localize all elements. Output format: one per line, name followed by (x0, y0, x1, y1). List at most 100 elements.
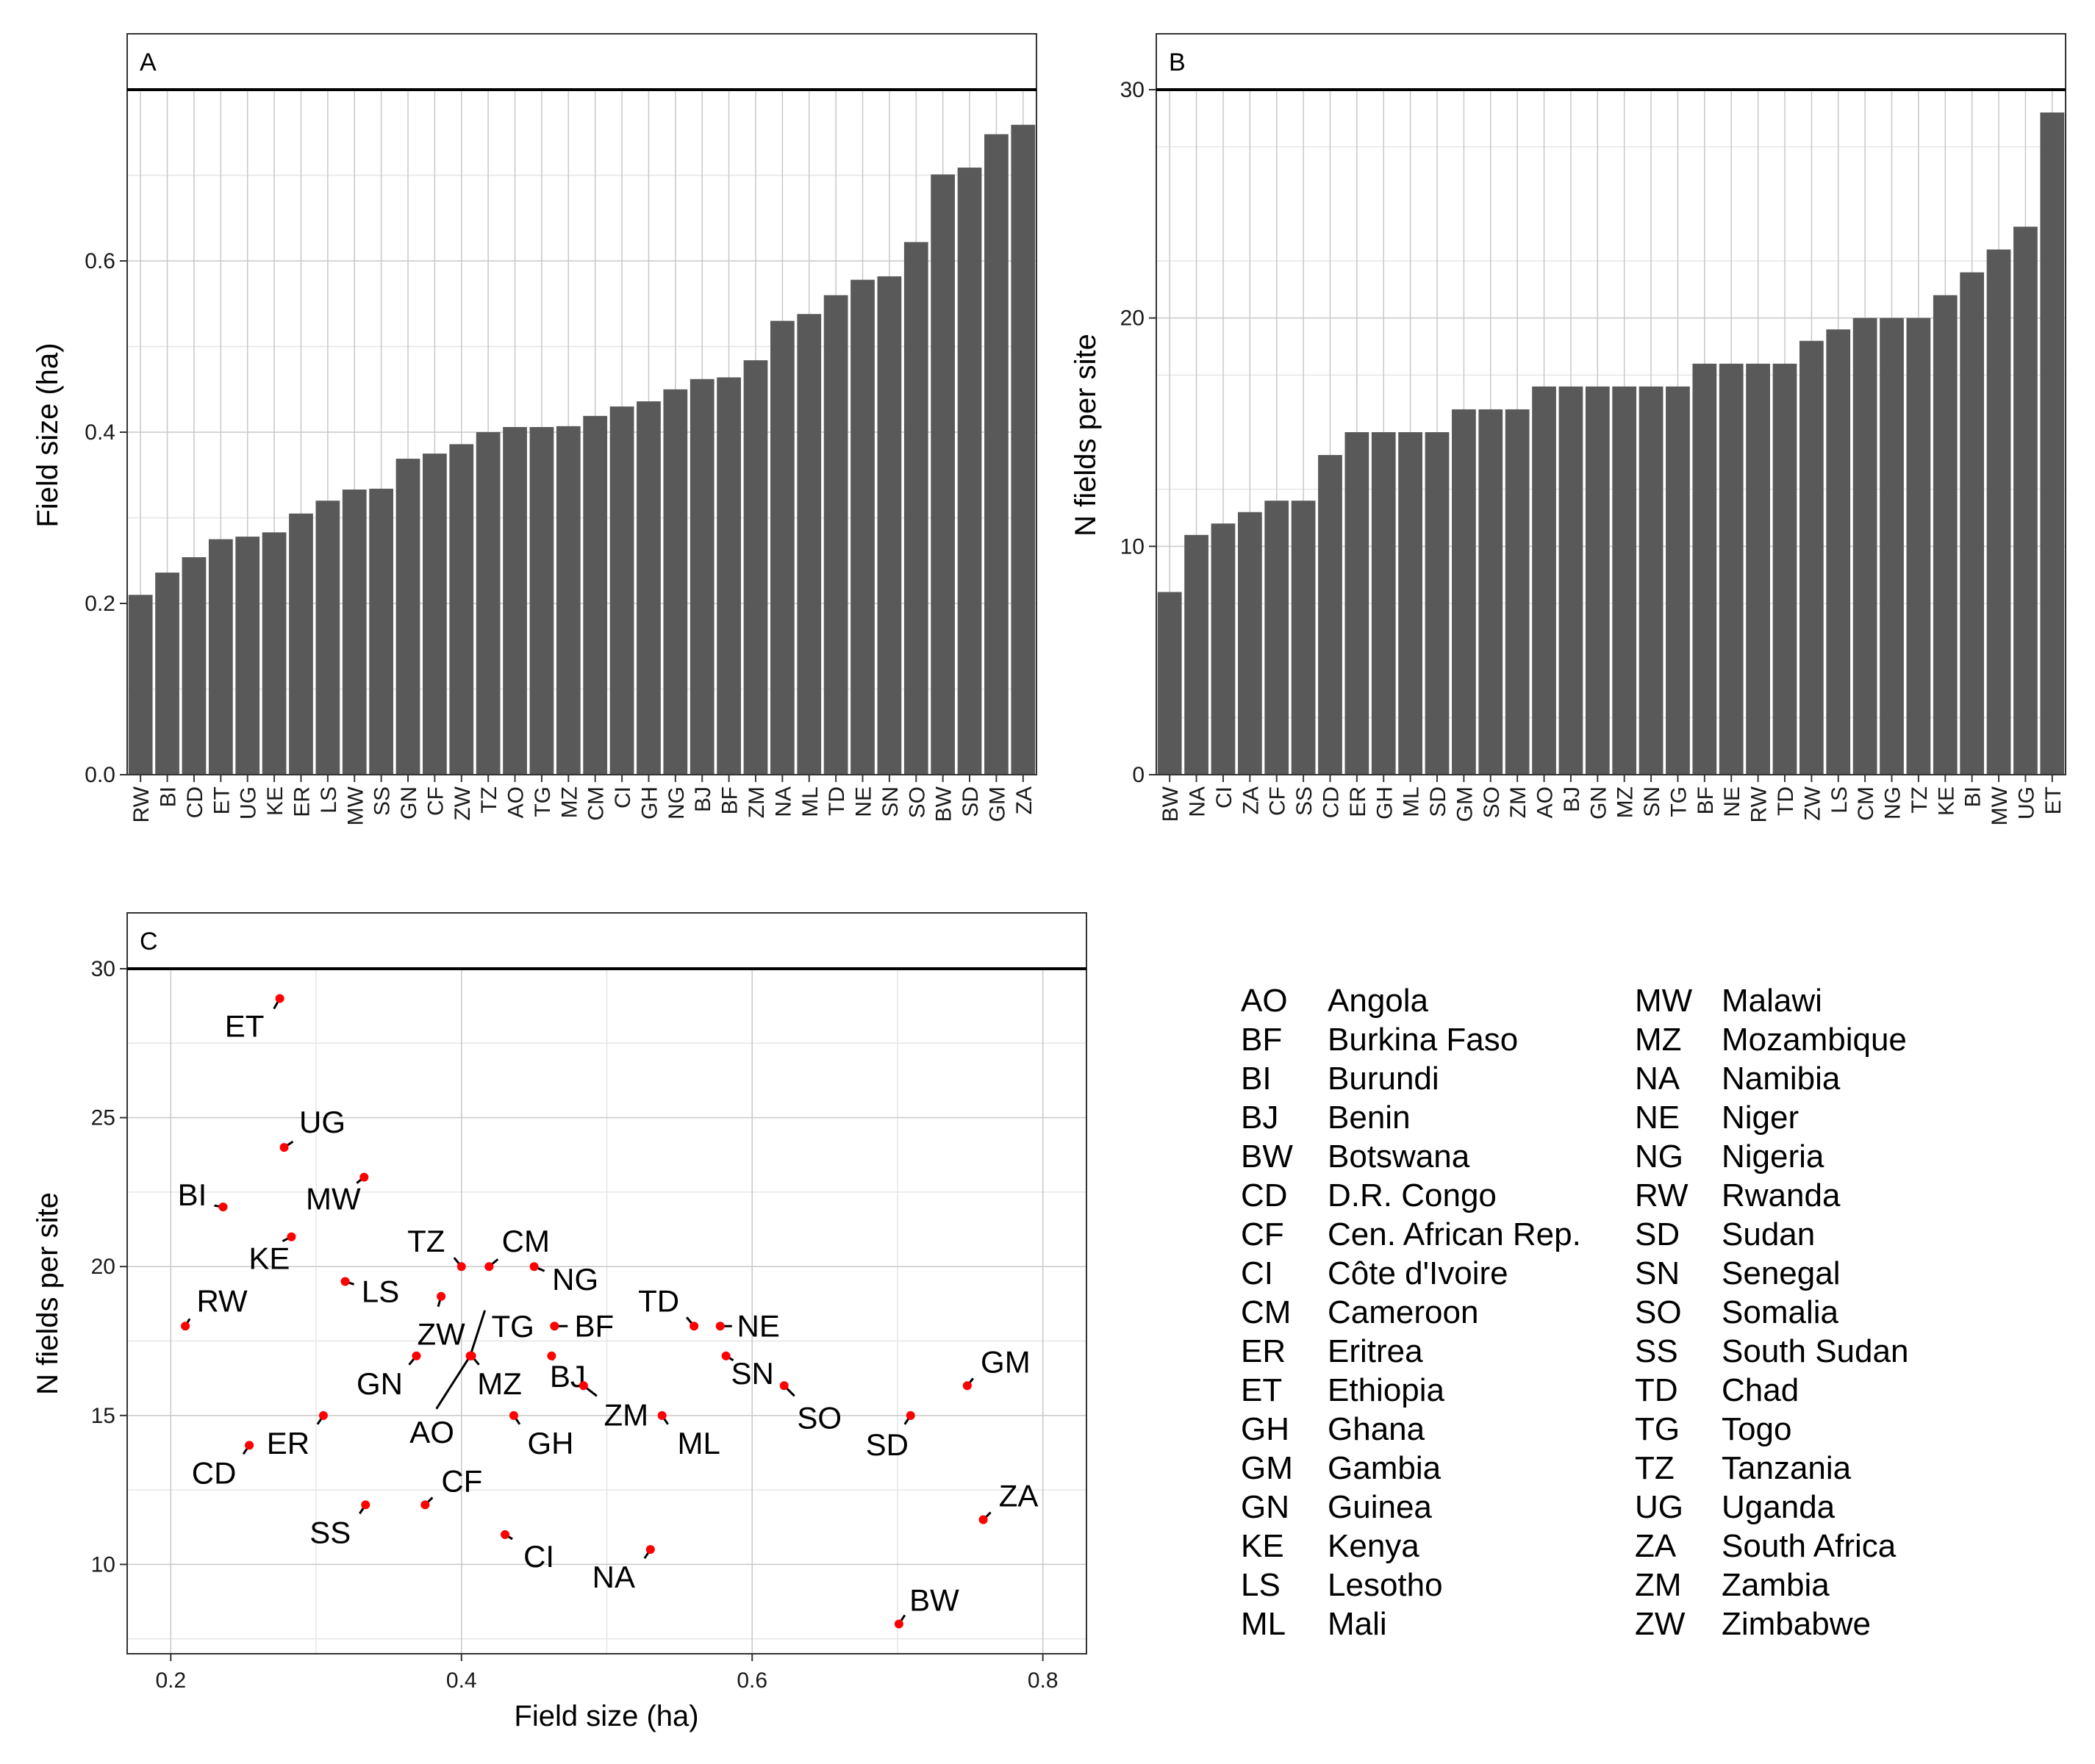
panel-c-point-label-CF: CF (441, 1463, 482, 1498)
panel-c-y-tick-label: 15 (91, 1404, 115, 1428)
panel-c-point-BW (894, 1619, 903, 1629)
panel-a-bar-SO (903, 242, 928, 775)
panel-b-y-tick-label: 20 (1120, 306, 1145, 331)
panel-a-plot-area: 0.0 0.2 0.4 0.6 RW BI CD ET UG KE ER LS MW SS GN CF ZW TZ… (85, 88, 1037, 825)
panel-b-x-tick-label-CI: CI (1212, 786, 1236, 808)
panel-a-x-tick-label-MZ: MZ (557, 786, 581, 818)
legend-code-CM: CM (1241, 1294, 1291, 1330)
panel-a-strip-label: A (140, 49, 157, 76)
panel-a-x-tick-label-ZW: ZW (451, 786, 475, 820)
panel-a-bar-TD (823, 295, 848, 775)
legend-name-SN: Senegal (1722, 1255, 1840, 1291)
panel-a-bar-CM (583, 415, 608, 775)
panel-c-point-SO (779, 1381, 789, 1391)
panel-c-y-tick-label: 25 (91, 1106, 115, 1130)
panel-c-point-label-SS: SS (309, 1515, 351, 1549)
legend-code-BF: BF (1241, 1022, 1282, 1058)
panel-c-strip (126, 912, 1087, 969)
panel-b-bar-CF (1264, 501, 1289, 775)
panel-c-point-CD (245, 1441, 254, 1450)
panel-b-strip (1156, 33, 2066, 90)
panel-c-point-GH (509, 1410, 518, 1420)
panel-a-x-tick-label-NE: NE (852, 786, 876, 817)
panel-b-bar-NE (1719, 363, 1744, 775)
panel-b-x-tick-label-CD: CD (1319, 786, 1343, 818)
panel-c-point-BF (550, 1322, 559, 1331)
panel-c-point-label-TZ: TZ (407, 1224, 445, 1258)
panel-c-label-connector-TG (469, 1310, 487, 1357)
panel-a-x-tick-label-ER: ER (290, 786, 314, 817)
panel-b-plot-area: 0 10 20 30 BW NA CI ZA CF SS CD ER GH ML SD GM SO ZM AO BJ G… (1120, 78, 2066, 825)
panel-b-x-tick-label-MW: MW (1988, 786, 2012, 825)
panel-c-y-tick-label: 20 (91, 1255, 115, 1279)
panel-b-bar-BI (1960, 272, 1985, 775)
panel-b-x-tick-label-TZ: TZ (1908, 786, 1932, 814)
legend-code-TD: TD (1635, 1372, 1678, 1408)
panel-c-y-tick-label: 10 (91, 1552, 115, 1577)
panel-c-point-SN (721, 1351, 731, 1360)
panel-c-strip-label: C (140, 928, 158, 956)
panel-a-bar-ET (208, 539, 233, 775)
legend-code-ZW: ZW (1635, 1606, 1686, 1642)
panel-b-x-tick-label-LS: LS (1827, 786, 1852, 814)
legend-name-ZA: South Africa (1722, 1528, 1897, 1564)
panel-b-y-tick-label: 30 (1120, 78, 1145, 102)
panel-c-point-MW (359, 1172, 369, 1182)
panel-b-y-tick-label: 10 (1120, 534, 1145, 559)
legend-code-BW: BW (1241, 1139, 1293, 1175)
panel-c-point-NG (529, 1262, 539, 1272)
panel-c-point-label-ZA: ZA (999, 1479, 1039, 1513)
panel-c-point-label-KE: KE (248, 1241, 290, 1276)
country-code-legend: AO Angola BF Burkina Faso BI Burundi BJ Benin BW… (1241, 983, 1908, 1642)
legend-name-SO: Somalia (1722, 1294, 1838, 1330)
panel-b-bar-SS (1291, 501, 1316, 775)
legend-code-ET: ET (1241, 1372, 1282, 1408)
panel-c-label-connector-AO-long (435, 1355, 471, 1410)
panel-c-point-label-TG: TG (491, 1309, 534, 1344)
legend-code-UG: UG (1635, 1489, 1683, 1525)
panel-c-x-tick-label: 0.8 (1028, 1668, 1059, 1693)
panel-b-x-tick-label-ZM: ZM (1506, 786, 1530, 818)
panel-c-scatter: C 0.2 0.4 0.6 0.8 10 15 20 25 30 ET UG BI KE MW TZ CMNG… (32, 912, 1087, 1732)
panel-a-bar-BF (717, 377, 741, 775)
panel-c-point-label-UG: UG (299, 1105, 345, 1139)
panel-a-bar-ZA (1011, 124, 1036, 775)
panel-a-bar-KE (262, 532, 287, 775)
panel-b-bar-NA (1184, 534, 1208, 775)
panel-a-bar-BW (931, 174, 956, 775)
panel-a-x-tick-label-GM: GM (985, 786, 1009, 822)
panel-a-bar-GN (395, 459, 420, 775)
panel-c-point-label-TD: TD (638, 1283, 679, 1318)
legend-code-BJ: BJ (1241, 1100, 1278, 1136)
legend-code-SO: SO (1635, 1294, 1682, 1330)
panel-b-bar-ZW (1799, 340, 1824, 775)
panel-c-point-label-GM: GM (981, 1344, 1031, 1379)
panel-a-x-tick-label-CD: CD (183, 786, 207, 818)
panel-a-bar-RW (128, 595, 153, 775)
panel-a-x-tick-label-SS: SS (370, 786, 395, 816)
panel-c-point-label-ET: ET (225, 1009, 265, 1044)
legend-name-BW: Botswana (1328, 1139, 1470, 1175)
legend-name-CI: Côte d'Ivoire (1328, 1255, 1508, 1291)
panel-b-x-tick-label-GN: GN (1586, 786, 1611, 820)
panel-c-point-label-NG: NG (552, 1262, 598, 1297)
panel-a-x-tick-label-CI: CI (611, 786, 635, 808)
panel-c-point-label-CD: CD (192, 1455, 237, 1490)
panel-a-x-tick-label-KE: KE (263, 786, 287, 816)
panel-a-x-tick-label-NG: NG (665, 786, 689, 820)
panel-c-point-SD (906, 1410, 915, 1420)
panel-a-x-tick-label-BI: BI (157, 786, 181, 807)
legend-code-ML: ML (1241, 1606, 1286, 1642)
panel-c-x-tick-label: 0.6 (737, 1668, 767, 1693)
panel-b-x-tick-label-CF: CF (1266, 786, 1290, 816)
legend-code-CF: CF (1241, 1216, 1284, 1252)
panel-c-point-CI (501, 1530, 510, 1539)
panel-a-bar-SD (957, 168, 982, 775)
panel-c-point-label-CM: CM (502, 1224, 550, 1258)
panel-c-x-axis-title: Field size (ha) (514, 1700, 698, 1732)
panel-c-point-BI (218, 1202, 228, 1212)
panel-a-y-tick-label: 0.2 (85, 592, 115, 616)
panel-c-point-GM (962, 1381, 972, 1391)
panel-a-y-axis-title: Field size (ha) (32, 343, 64, 527)
panel-b-bar-TD (1772, 363, 1797, 775)
